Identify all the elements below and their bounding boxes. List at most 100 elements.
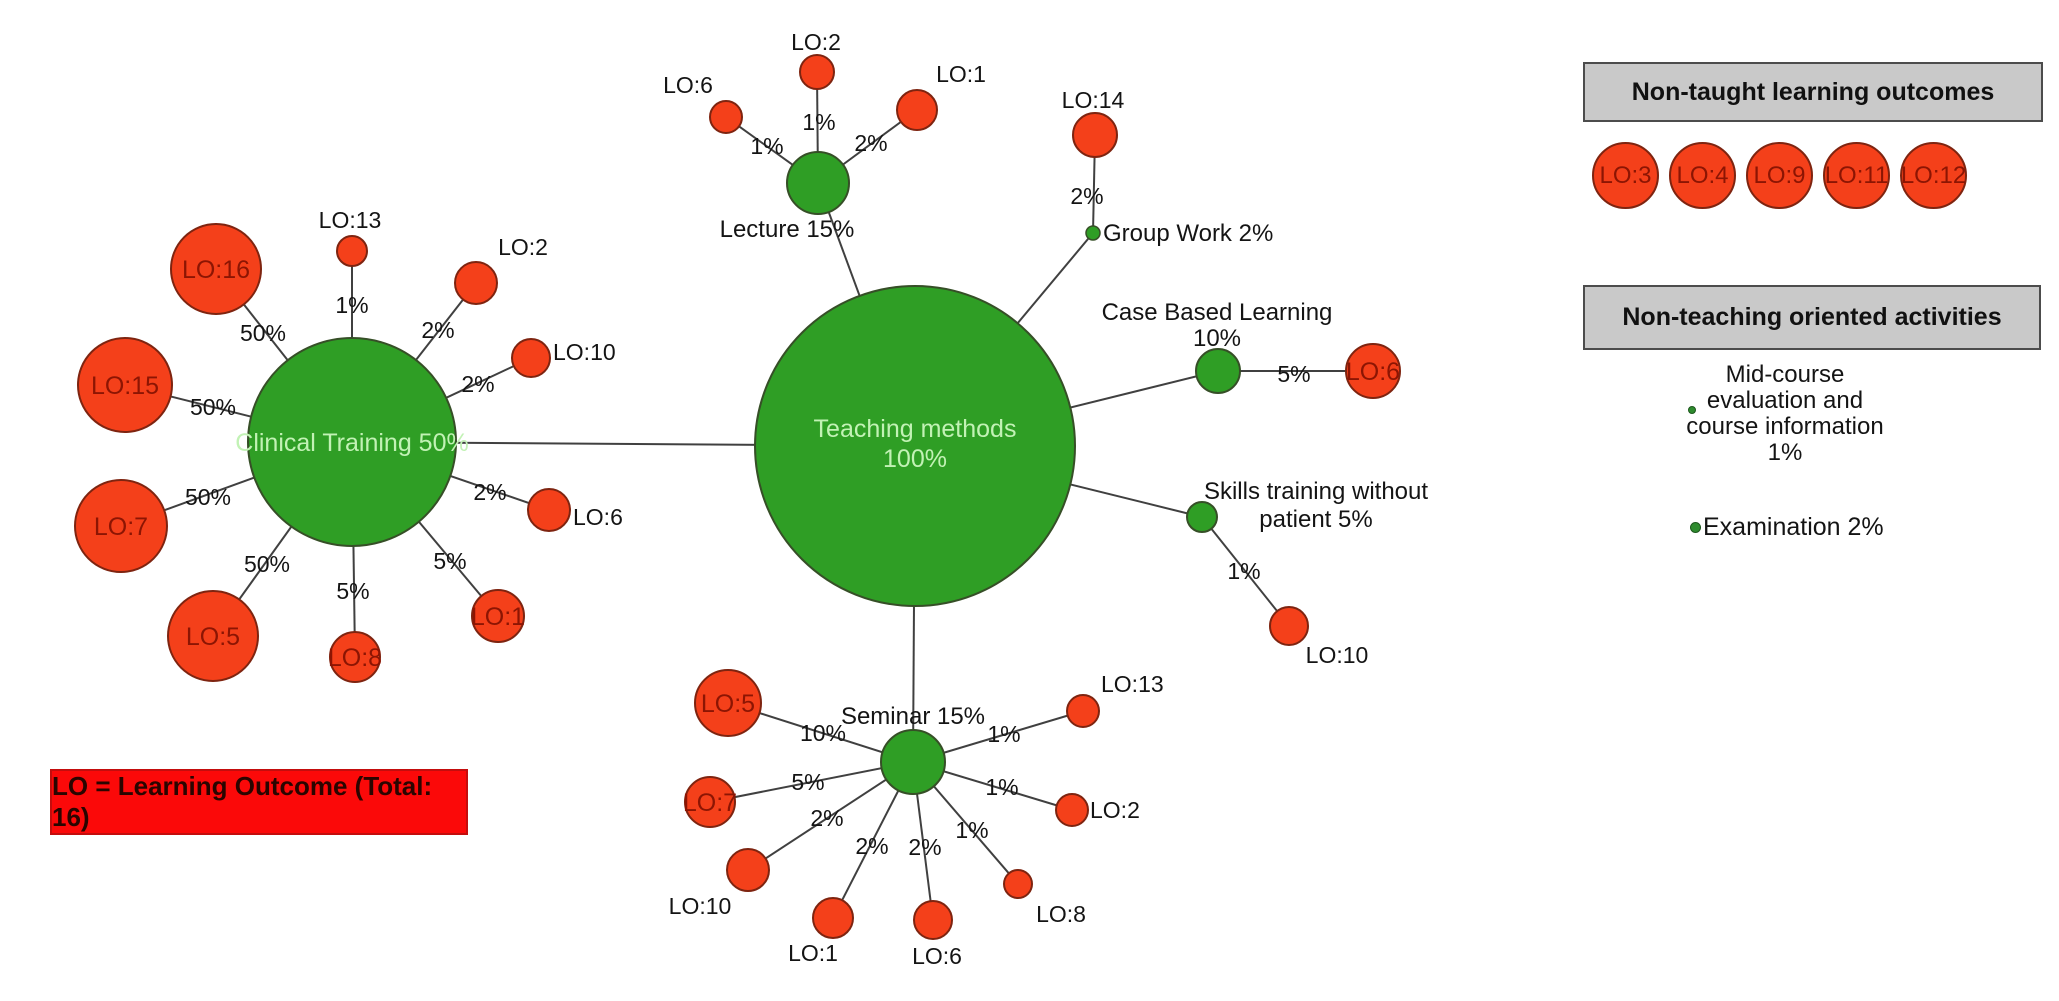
legend-box: LO = Learning Outcome (Total: 16) <box>50 769 468 835</box>
node-c-lo8 <box>329 631 381 683</box>
node-clinical <box>247 337 457 547</box>
node-outside-label-c-lo10: LO:10 <box>553 339 616 365</box>
midcourse-line: Mid-course <box>1725 361 1845 388</box>
link-pct-cbl-cb-lo6: 5% <box>1277 361 1310 387</box>
link-pct-clinical-c-lo15: 50% <box>190 394 236 420</box>
link-pct-lecture-l-lo2: 1% <box>802 109 835 135</box>
node-l-lo1 <box>896 89 938 131</box>
node-se-lo8 <box>1003 869 1033 899</box>
node-se-lo6 <box>913 900 953 940</box>
outcome-label: LO:9 <box>1753 161 1806 189</box>
midcourse-line: course information <box>1686 413 1884 440</box>
node-l-lo6 <box>709 100 743 134</box>
node-outside-label-se-lo6: LO:6 <box>912 943 962 969</box>
link-pct-seminar-se-lo8: 1% <box>955 817 988 843</box>
node-l-lo2 <box>799 54 835 90</box>
non-teaching-activities-header: Non-teaching oriented activities <box>1583 285 2041 350</box>
non-taught-outcome-lo4: LO:4 <box>1669 142 1736 209</box>
node-g-lo14 <box>1072 112 1118 158</box>
link-pct-clinical-c-lo1: 5% <box>433 548 466 574</box>
node-outside-label-groupwork: Group Work 2% <box>1103 220 1273 247</box>
node-outside-label-cbl: Case Based Learning 10% <box>1102 299 1333 352</box>
non-taught-outcomes-title: Non-taught learning outcomes <box>1631 77 1995 106</box>
node-skills <box>1186 501 1218 533</box>
outcome-label: LO:4 <box>1676 161 1729 189</box>
node-label-cb-lo6: LO:6 <box>1346 358 1400 386</box>
node-c-lo10 <box>511 338 551 378</box>
node-se-lo5 <box>694 669 762 737</box>
outcome-label: LO:3 <box>1599 161 1652 189</box>
node-label-c-lo16: LO:16 <box>182 256 250 284</box>
node-c-lo1 <box>471 589 525 643</box>
node-label-teaching: Teaching methods 100% <box>814 415 1017 473</box>
legend-text: LO = Learning Outcome (Total: 16) <box>52 771 433 832</box>
node-c-lo5 <box>167 590 259 682</box>
node-s-lo10 <box>1269 606 1309 646</box>
node-c-lo16 <box>170 223 262 315</box>
node-lecture <box>786 151 850 215</box>
node-outside-label-l-lo2: LO:2 <box>791 29 841 55</box>
non-taught-outcomes-header: Non-taught learning outcomes <box>1583 62 2043 122</box>
node-groupwork <box>1085 225 1101 241</box>
link-pct-clinical-c-lo16: 50% <box>240 320 286 346</box>
non-taught-outcome-lo12: LO:12 <box>1900 142 1967 209</box>
outcome-label: LO:12 <box>1900 161 1967 189</box>
node-outside-label-se-lo1: LO:1 <box>788 940 838 966</box>
node-label-se-lo7: LO:7 <box>683 789 737 817</box>
node-outside-label-c-lo6: LO:6 <box>573 504 623 530</box>
node-label-c-lo8: LO:8 <box>328 644 382 672</box>
node-c-lo2 <box>454 261 498 305</box>
link-pct-lecture-l-lo6: 1% <box>750 133 783 159</box>
link-pct-seminar-se-lo1: 2% <box>855 833 888 859</box>
non-teaching-activities-title: Non-teaching oriented activities <box>1622 303 2002 331</box>
non-taught-outcome-lo11: LO:11 <box>1823 142 1890 209</box>
link-pct-seminar-se-lo6: 2% <box>908 834 941 860</box>
node-se-lo10 <box>726 848 770 892</box>
node-outside-label-se-lo8: LO:8 <box>1036 901 1086 927</box>
link-pct-clinical-c-lo7: 50% <box>185 484 231 510</box>
examination-label: Examination 2% <box>1703 513 1884 541</box>
link-pct-lecture-l-lo1: 2% <box>854 130 887 156</box>
node-c-lo6 <box>527 488 571 532</box>
midcourse-line: evaluation and <box>1706 387 1864 414</box>
node-se-lo7 <box>684 776 736 828</box>
link-pct-clinical-c-lo2: 2% <box>421 317 454 343</box>
link-pct-skills-s-lo10: 1% <box>1227 558 1260 584</box>
node-label-clinical: Clinical Training 50% <box>235 429 468 457</box>
link-pct-seminar-se-lo5: 10% <box>800 720 846 746</box>
link-pct-clinical-c-lo8: 5% <box>336 578 369 604</box>
examination-activity-dot-icon <box>1690 522 1701 533</box>
node-outside-label-se-lo2: LO:2 <box>1090 797 1140 823</box>
node-outside-label-seminar: Seminar 15% <box>841 703 985 730</box>
node-outside-label-se-lo10: LO:10 <box>669 893 732 919</box>
node-se-lo1 <box>812 897 854 939</box>
non-taught-outcome-lo9: LO:9 <box>1746 142 1813 209</box>
link-pct-groupwork-g-lo14: 2% <box>1070 183 1103 209</box>
link-pct-seminar-se-lo7: 5% <box>791 769 824 795</box>
node-outside-label-l-lo1: LO:1 <box>936 61 986 87</box>
examination-item: Examination 2% <box>1690 513 1884 542</box>
midcourse-line: 1% <box>1767 439 1803 466</box>
link-pct-seminar-se-lo2: 1% <box>985 774 1018 800</box>
link-pct-clinical-c-lo5: 50% <box>244 551 290 577</box>
node-c-lo7 <box>74 479 168 573</box>
node-se-lo13 <box>1066 694 1100 728</box>
node-c-lo13 <box>336 235 368 267</box>
node-label-c-lo7: LO:7 <box>94 513 148 541</box>
node-label-c-lo15: LO:15 <box>91 372 159 400</box>
node-outside-label-c-lo13: LO:13 <box>319 207 382 233</box>
link-skills-s-lo10 <box>1201 516 1290 627</box>
node-outside-label-lecture: Lecture 15% <box>720 216 855 243</box>
midcourse-activity-dot-icon <box>1688 406 1696 414</box>
node-teaching <box>754 285 1076 607</box>
node-outside-label-g-lo14: LO:14 <box>1062 87 1125 113</box>
node-label-se-lo5: LO:5 <box>701 690 755 718</box>
link-pct-seminar-se-lo10: 2% <box>810 805 843 831</box>
node-label-c-lo5: LO:5 <box>186 623 240 651</box>
link-pct-seminar-se-lo13: 1% <box>987 721 1020 747</box>
node-outside-label-c-lo2: LO:2 <box>498 234 548 260</box>
node-label-c-lo1: LO:1 <box>471 603 525 631</box>
node-seminar <box>880 729 946 795</box>
non-taught-outcomes-row: LO:3 LO:4 LO:9 LO:11 LO:12 <box>1592 142 1967 209</box>
